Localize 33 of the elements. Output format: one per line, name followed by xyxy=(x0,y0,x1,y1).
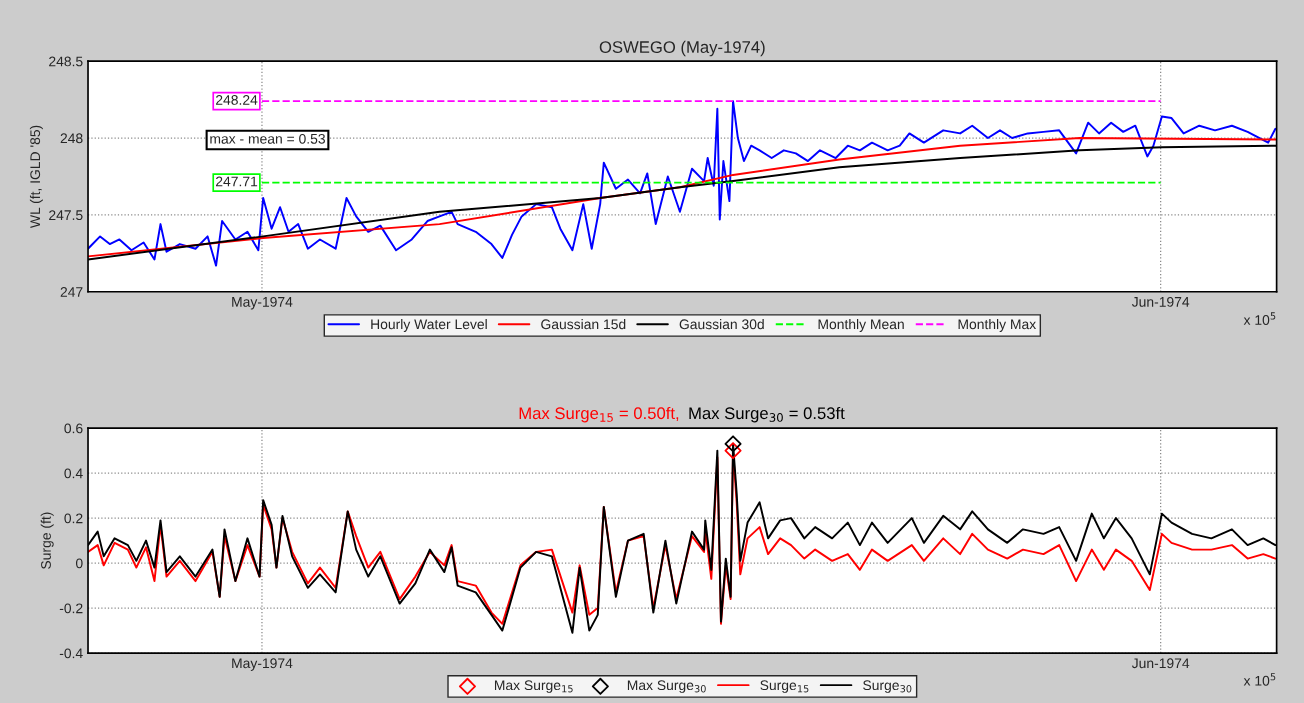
y-tick-label: -0.4 xyxy=(59,648,83,659)
chart-title: OSWEGO (May-1974) xyxy=(599,40,765,57)
text: x 10$^{5}$ xyxy=(1243,312,1276,325)
text: x 10$^{5}$ xyxy=(1243,673,1276,686)
legend-label: Max Surge$_{30}$ xyxy=(627,680,706,693)
annotation: max - mean = 0.53 xyxy=(210,133,325,144)
data-label: 248.24 xyxy=(216,95,258,105)
legend-label: Gaussian 30d xyxy=(679,319,764,330)
y-tick-label: -0.2 xyxy=(59,603,83,614)
y-tick-label: 247 xyxy=(60,287,83,297)
y-tick-label: 247.5 xyxy=(49,210,83,221)
legend-label: Monthly Mean xyxy=(818,319,904,332)
y-tick-label: 248 xyxy=(60,133,83,144)
x-tick-label: Jun-1974 xyxy=(1131,296,1190,307)
legend-label: Max Surge$_{15}$ xyxy=(494,680,573,693)
legend-label: Surge$_{15}$ xyxy=(760,680,809,693)
data-label: 247.71 xyxy=(216,176,258,187)
y-tick-label: 0 xyxy=(75,558,83,569)
legend-label: Surge$_{30}$ xyxy=(863,680,912,693)
y-tick-label: 0.2 xyxy=(64,513,83,524)
text: Max Surge$_{30}$ = 0.53ft xyxy=(689,406,845,423)
y-tick-label: 0.4 xyxy=(64,468,83,479)
x-tick-label: Jun-1974 xyxy=(1131,658,1190,669)
x-tick-label: May-1974 xyxy=(232,296,293,310)
y-axis-title: WL (ft, IGLD '85) xyxy=(29,125,43,229)
y-tick-label: 0.6 xyxy=(64,423,83,434)
x-tick-label: May-1974 xyxy=(232,658,293,671)
text: Max Surge$_{15}$ = 0.50ft, xyxy=(519,406,679,423)
y-tick-label: 248.5 xyxy=(49,56,83,67)
y-axis-title: Surge (ft) xyxy=(40,512,54,569)
legend-label: Gaussian 15d xyxy=(541,319,626,330)
legend-label: Monthly Max xyxy=(958,319,1037,332)
legend-label: Hourly Water Level xyxy=(371,319,487,332)
